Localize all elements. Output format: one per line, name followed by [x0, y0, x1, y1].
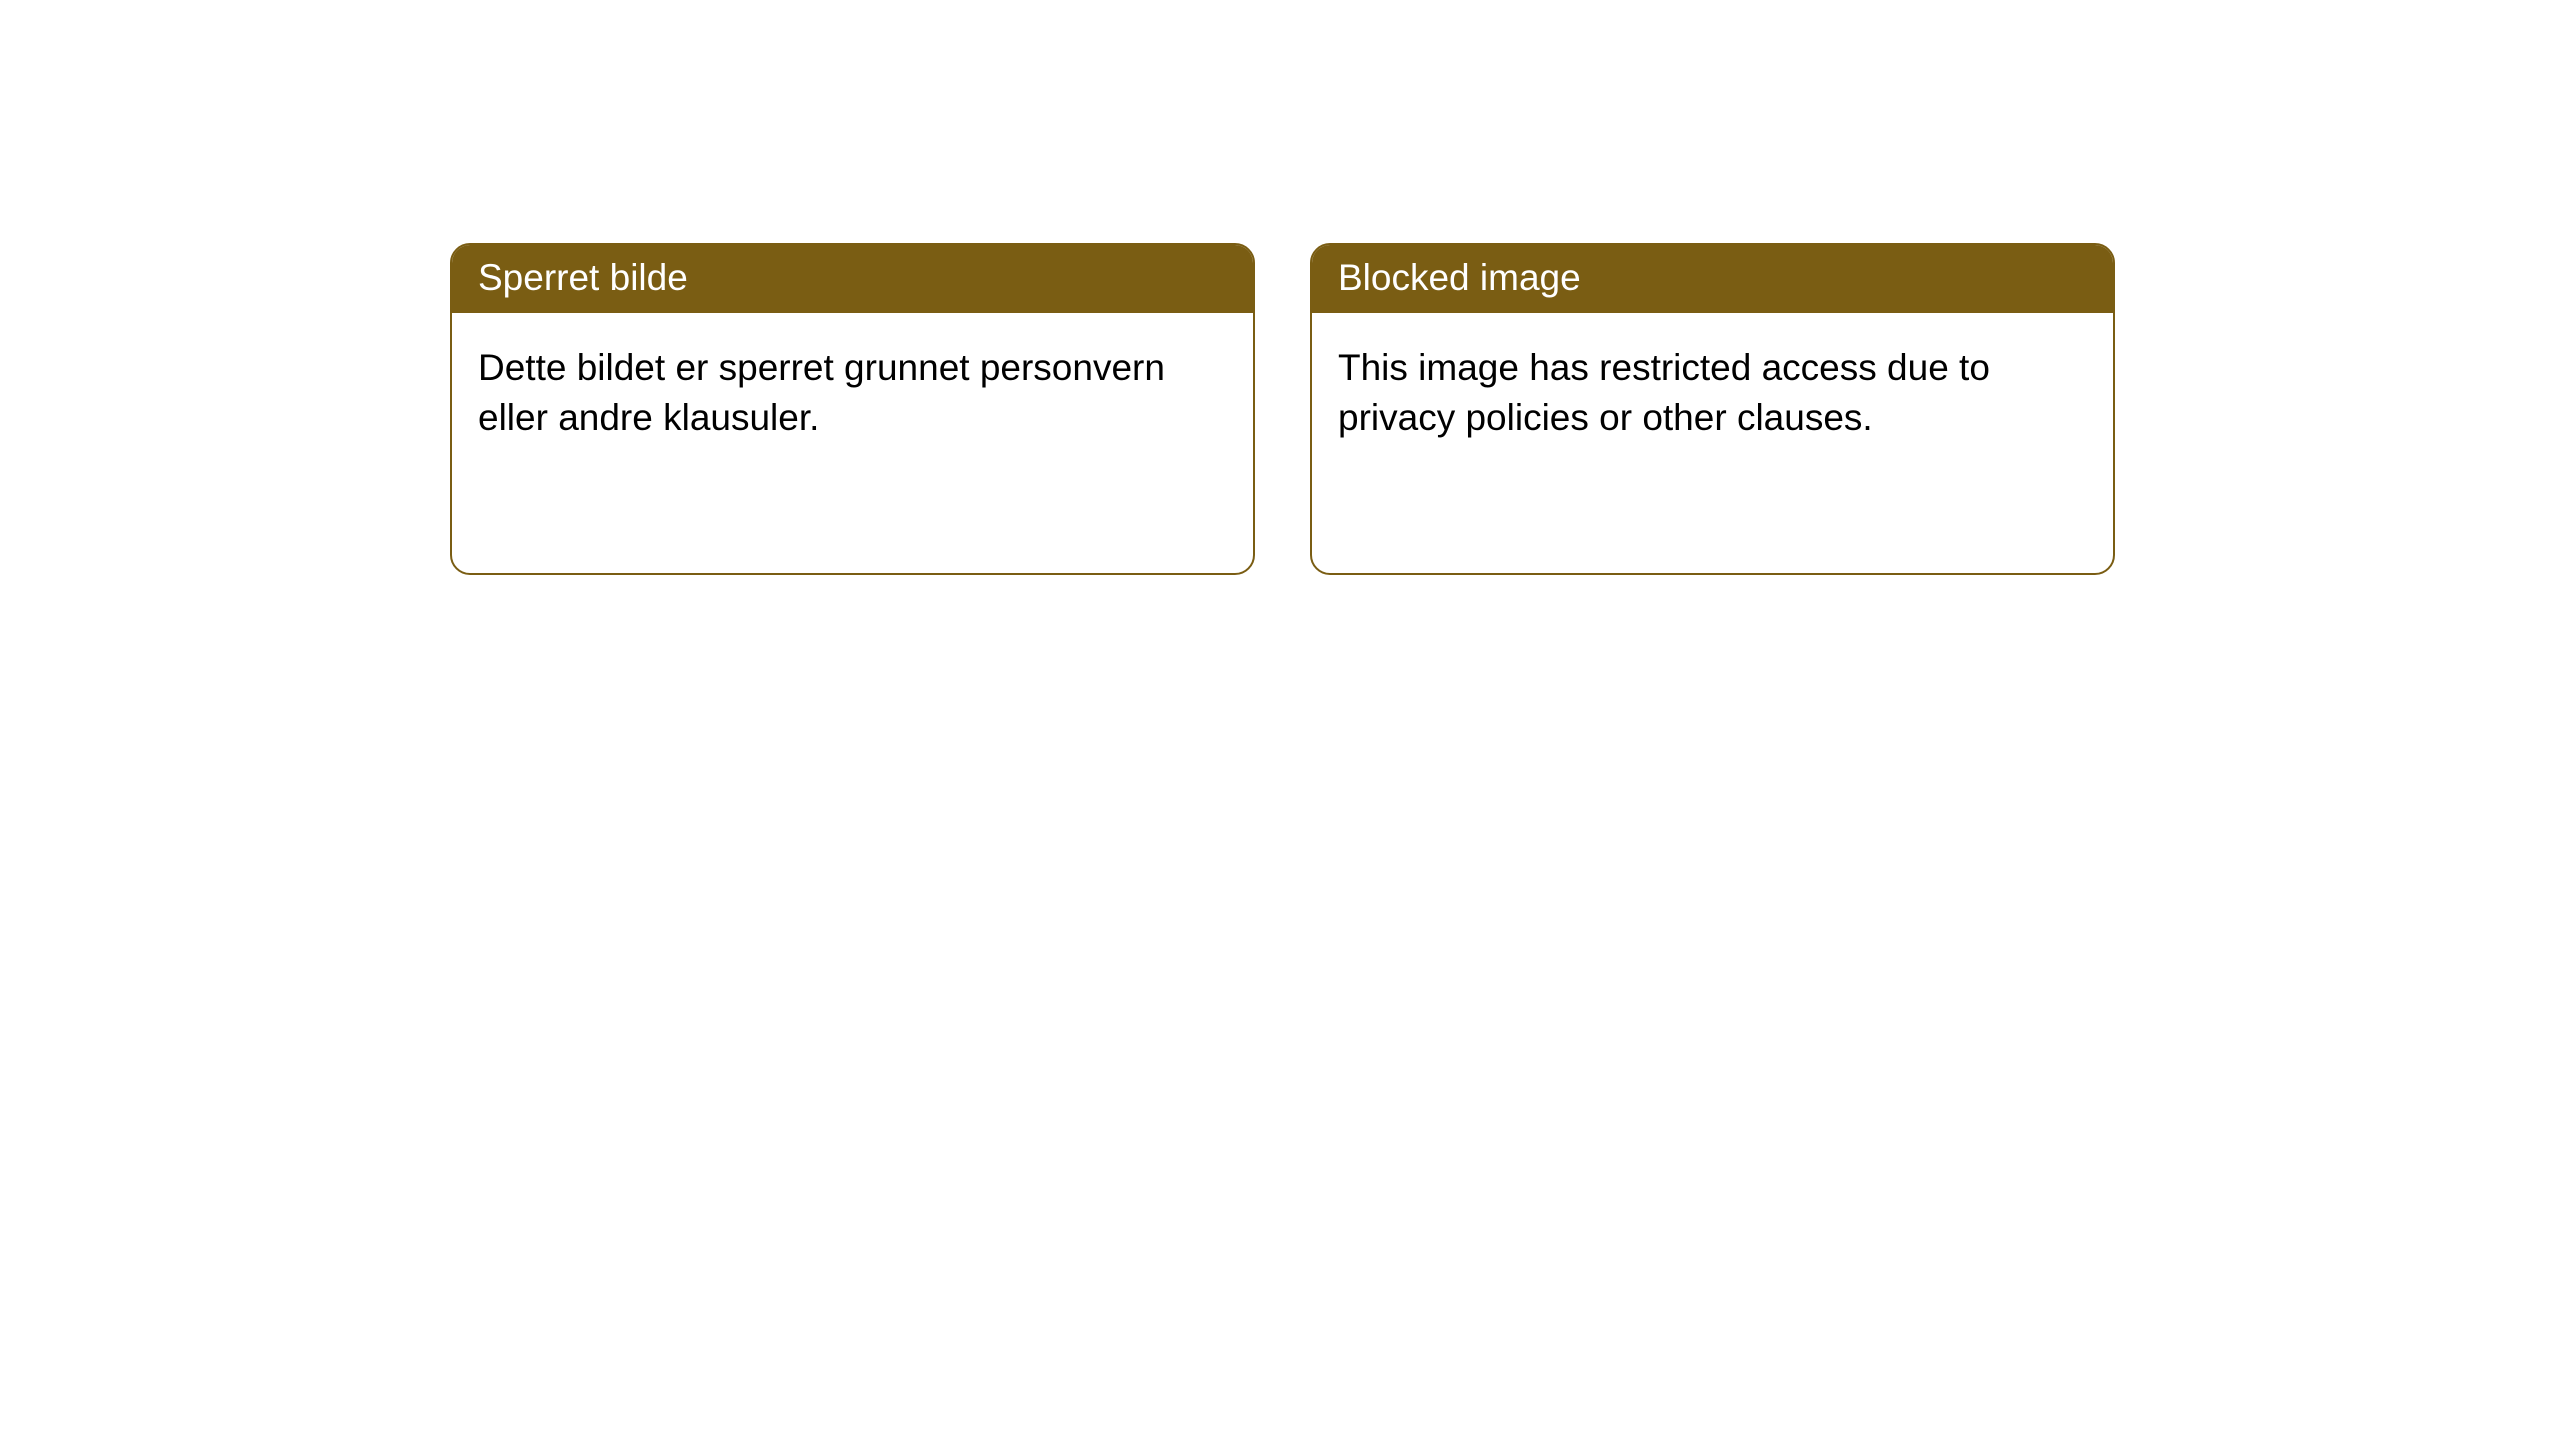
- notice-container: Sperret bilde Dette bildet er sperret gr…: [0, 0, 2560, 575]
- notice-card-english: Blocked image This image has restricted …: [1310, 243, 2115, 575]
- notice-card-norwegian: Sperret bilde Dette bildet er sperret gr…: [450, 243, 1255, 575]
- notice-title: Blocked image: [1312, 245, 2113, 313]
- notice-title: Sperret bilde: [452, 245, 1253, 313]
- notice-body: Dette bildet er sperret grunnet personve…: [452, 313, 1253, 469]
- notice-body: This image has restricted access due to …: [1312, 313, 2113, 469]
